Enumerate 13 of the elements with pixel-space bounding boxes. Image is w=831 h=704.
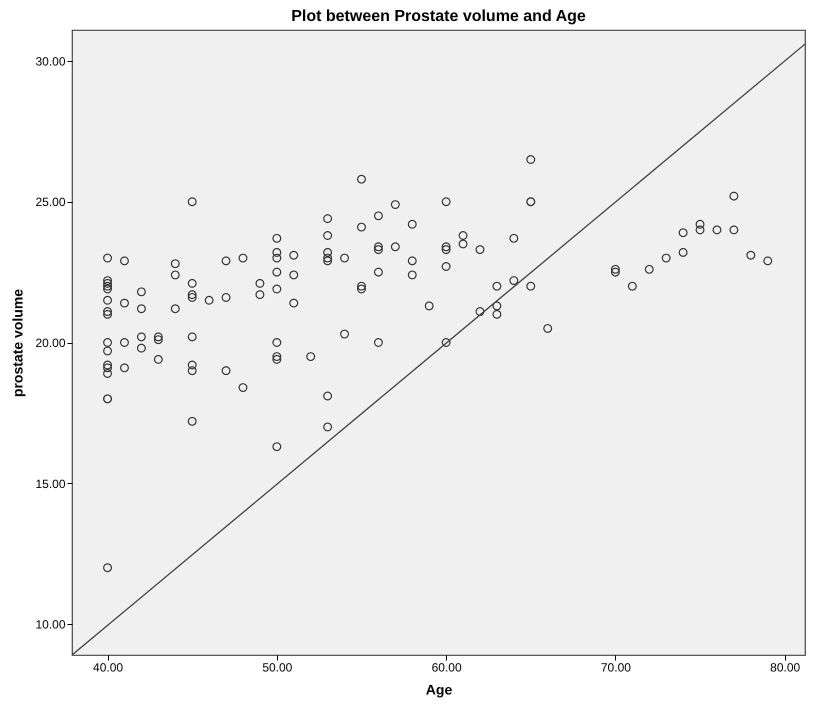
x-tick-label: 80.00: [770, 660, 801, 674]
x-tick-label: 60.00: [432, 660, 462, 674]
y-tick-label: 25.00: [35, 195, 66, 210]
x-tick-label: 40.00: [93, 660, 124, 674]
y-tick-label: 10.00: [35, 618, 66, 632]
x-axis-title: Age: [426, 682, 452, 698]
y-tick-label: 30.00: [35, 54, 66, 68]
y-tick-label: 20.00: [35, 336, 66, 350]
y-tick-label: 15.00: [35, 476, 66, 491]
y-axis-title: prostate volume: [9, 288, 26, 398]
x-tick-label: 50.00: [262, 660, 293, 674]
chart-title: Plot between Prostate volume and Age: [291, 8, 586, 25]
x-tick-label: 70.00: [600, 660, 632, 674]
